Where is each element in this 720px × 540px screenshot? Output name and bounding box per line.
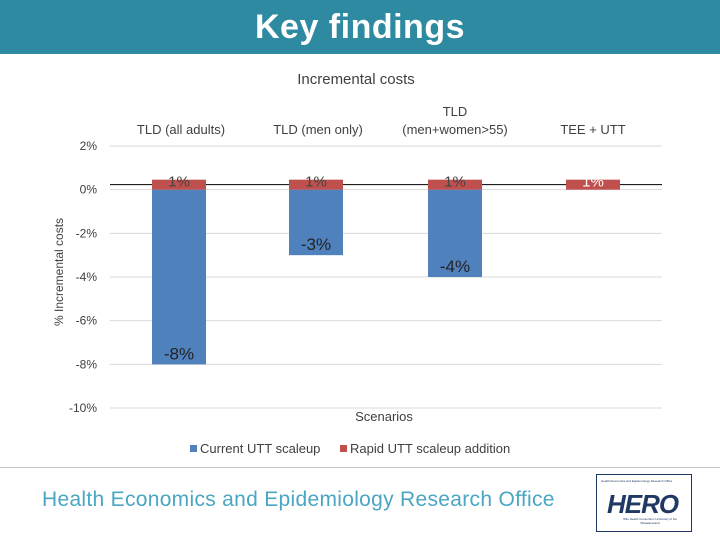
category-label: TLD (men only) — [273, 122, 363, 137]
category-label: TEE + UTT — [560, 122, 625, 137]
logo-top-text: Health Economics and Epidemiology Resear… — [601, 479, 673, 483]
bar-chart: Incremental costs 2% 0% -2% -4% -6% -8% -10% % I… — [52, 71, 662, 456]
footer-organization-name: Health Economics and Epidemiology Resear… — [42, 488, 555, 511]
category-label: TLD — [443, 104, 468, 119]
y-tick-label: -4% — [76, 270, 98, 284]
data-label-rapid: 1% — [168, 174, 190, 191]
bar-current-utt-scaleup — [152, 189, 206, 365]
title-bar: Key findings — [0, 0, 720, 54]
y-tick-label: -10% — [69, 401, 97, 415]
legend-entry: Current UTT scaleup — [200, 441, 320, 456]
bar-rapid-utt-scaleup-addition — [289, 179, 343, 190]
bar-current-utt-scaleup — [289, 189, 343, 256]
data-label-current: -3% — [301, 235, 331, 254]
category-label: (men+women>55) — [402, 122, 508, 137]
legend-swatch — [190, 445, 197, 452]
y-tick-label: -6% — [76, 314, 98, 328]
data-label-rapid: 1% — [582, 174, 604, 191]
y-tick-label: 0% — [80, 183, 98, 197]
data-label-current: -8% — [164, 344, 194, 363]
y-tick-label: 2% — [80, 139, 98, 153]
bar-rapid-utt-scaleup-addition — [152, 179, 206, 190]
y-tick-label: -8% — [76, 357, 98, 371]
footer-divider — [0, 467, 720, 468]
y-tick-label: -2% — [76, 226, 98, 240]
hero-logo: Health Economics and Epidemiology Resear… — [596, 474, 692, 532]
legend-swatch — [340, 445, 347, 452]
chart-title: Incremental costs — [297, 71, 415, 88]
bar-current-utt-scaleup — [428, 189, 482, 277]
x-axis-label: Scenarios — [355, 409, 413, 424]
logo-sub-text: Wits Health Consortium University of the… — [623, 517, 677, 525]
slide-title: Key findings — [254, 7, 466, 46]
bar-rapid-utt-scaleup-addition — [566, 179, 620, 190]
legend-entry: Rapid UTT scaleup addition — [350, 441, 510, 456]
y-axis-label: % Incremental costs — [52, 218, 66, 326]
data-label-current: -4% — [440, 257, 470, 276]
category-label: TLD (all adults) — [137, 122, 225, 137]
logo-wordmark: HERO — [607, 489, 679, 519]
data-label-rapid: 1% — [305, 174, 327, 191]
data-label-rapid: 1% — [444, 174, 466, 191]
bar-rapid-utt-scaleup-addition — [428, 179, 482, 190]
